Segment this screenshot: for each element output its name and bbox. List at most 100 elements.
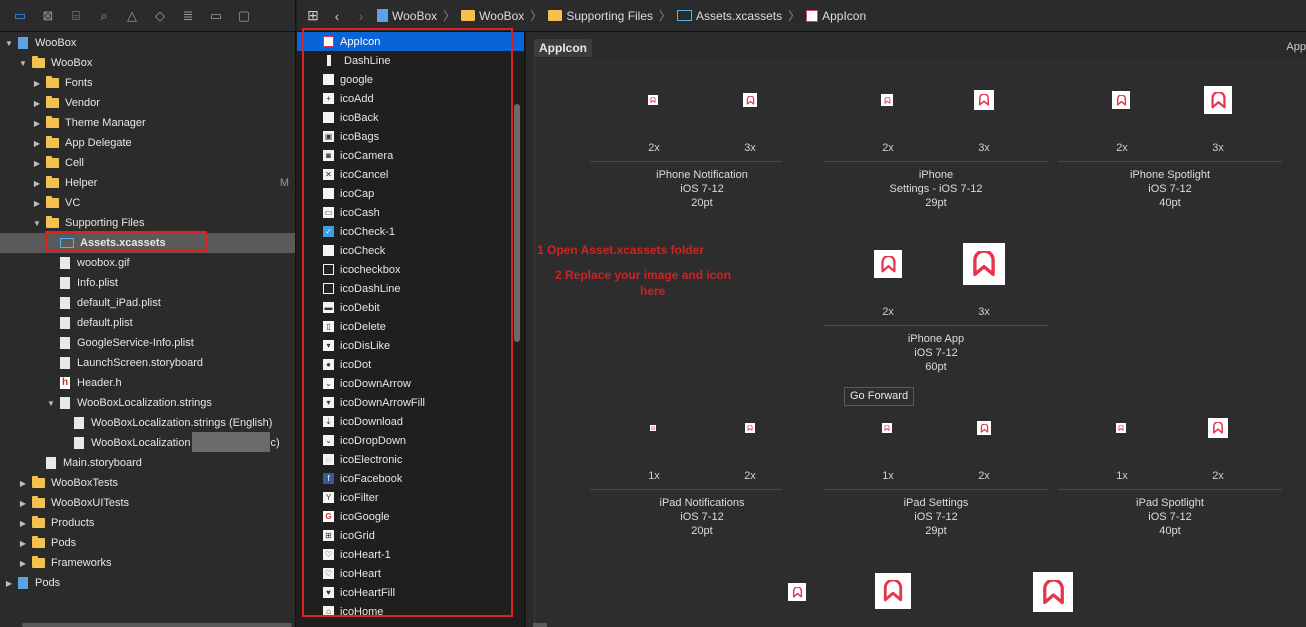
navigator-item[interactable]: ▶ Helper M [0,173,295,193]
navigator-item[interactable]: default.plist [0,313,295,333]
asset-list-scrollbar[interactable] [514,104,520,342]
navigator-item[interactable]: ▶ Vendor [0,93,295,113]
report-icon[interactable]: ▢ [237,7,251,23]
asset-list-item[interactable]: ♡ icoHeart [297,564,524,583]
asset-list-item[interactable]: ▭ icoCash [297,203,524,222]
asset-list-item[interactable]: ⌄ icoDropDown [297,431,524,450]
navigator-item[interactable]: ▶ WooBoxTests [0,473,295,493]
source-control-icon[interactable]: ⊠ [42,7,54,23]
folder-icon[interactable]: ▭ [13,7,27,23]
icon-slot[interactable] [1116,423,1126,433]
asset-list-item[interactable]: ⇣ icoDownload [297,412,524,431]
asset-list-item[interactable]: ♡ icoHeart-1 [297,545,524,564]
navigator-item[interactable]: LaunchScreen.storyboard [0,353,295,373]
icon-slot[interactable] [1208,418,1228,438]
navigator-item[interactable]: ▶ App Delegate [0,133,295,153]
forward-icon[interactable]: › [358,7,364,24]
asset-list-item[interactable]: icoBack [297,108,524,127]
asset-list-item[interactable]: ◙ icoCamera [297,146,524,165]
disclosure-open-icon[interactable]: ▼ [33,218,41,228]
icon-slot[interactable] [974,90,994,110]
asset-list-item[interactable]: ▾ icoDownArrowFill [297,393,524,412]
asset-list-item[interactable]: icoDashLine [297,279,524,298]
disclosure-closed-icon[interactable]: ▶ [33,178,41,188]
icon-slot[interactable] [977,421,991,435]
icon-slot[interactable] [875,573,911,609]
icon-slot[interactable] [1112,91,1130,109]
editor-scrollbar[interactable] [533,623,547,627]
asset-list-item[interactable]: ✕ icoCancel [297,165,524,184]
breakpoint-icon[interactable]: ▭ [209,7,223,23]
icon-slot[interactable] [788,583,806,601]
back-icon[interactable]: ‹ [334,7,340,24]
disclosure-open-icon[interactable]: ▼ [47,398,55,408]
disclosure-closed-icon[interactable]: ▶ [19,538,27,548]
navigator-item[interactable]: WooBoxLocalization c) [0,433,295,453]
asset-list-item[interactable]: ⌂ icoHome [297,602,524,621]
asset-list-item[interactable]: ▾ icoDisLike [297,336,524,355]
icon-slot[interactable] [1204,86,1232,114]
disclosure-closed-icon[interactable]: ▶ [33,158,41,168]
navigator-item[interactable]: woobox.gif [0,253,295,273]
navigator-item[interactable]: Info.plist [0,273,295,293]
navigator-item[interactable]: ▼ WooBox [0,53,295,73]
disclosure-closed-icon[interactable]: ▶ [33,78,41,88]
icon-slot[interactable] [648,95,658,105]
asset-list-item[interactable]: ◌ icoElectronic [297,450,524,469]
breadcrumb-item[interactable]: Assets.xcassets [696,8,783,23]
search-icon[interactable]: ⌕ [100,7,108,23]
asset-list-item[interactable]: ⊞ icoGrid [297,526,524,545]
asset-list-item[interactable]: google [297,70,524,89]
asset-list-item[interactable]: f icoFacebook [297,469,524,488]
hierarchy-icon[interactable]: ⌸ [72,7,80,23]
breadcrumb-item[interactable]: WooBox [392,8,438,23]
icon-slot[interactable] [1033,572,1073,612]
navigator-item[interactable]: Assets.xcassets [0,233,295,253]
navigator-item[interactable]: WooBoxLocalization.strings (English) [0,413,295,433]
asset-list-item[interactable]: + icoAdd [297,89,524,108]
disclosure-closed-icon[interactable]: ▶ [33,118,41,128]
disclosure-closed-icon[interactable]: ▶ [19,478,27,488]
icon-slot[interactable] [874,250,902,278]
disclosure-open-icon[interactable]: ▼ [5,38,13,48]
breadcrumb-item[interactable]: AppIcon [822,8,867,23]
disclosure-closed-icon[interactable]: ▶ [33,98,41,108]
asset-list-item[interactable]: DashLine [297,51,524,70]
navigator-item[interactable]: ▶ Fonts [0,73,295,93]
navigator-item[interactable]: ▶ Products [0,513,295,533]
asset-list-item[interactable]: ▣ icoBags [297,127,524,146]
disclosure-closed-icon[interactable]: ▶ [19,498,27,508]
icon-slot[interactable] [650,425,656,431]
asset-list-item[interactable]: ▬ icoDebit [297,298,524,317]
navigator-item[interactable]: GoogleService-Info.plist [0,333,295,353]
debug-icon[interactable]: ≣ [182,7,194,23]
navigator-item[interactable]: ▶ Cell [0,153,295,173]
asset-list-item[interactable]: icoCap [297,184,524,203]
navigator-item[interactable]: ▶ VC [0,193,295,213]
navigator-item[interactable]: ▶ Pods [0,573,295,593]
navigator-item[interactable]: ▶ Pods [0,533,295,553]
breadcrumb-item[interactable]: WooBox [479,8,525,23]
navigator-item[interactable]: ▼ WooBox [0,33,295,53]
navigator-item[interactable]: ▼ WooBoxLocalization.strings [0,393,295,413]
icon-slot[interactable] [745,423,755,433]
asset-list-item[interactable]: ✓ icoCheck-1 [297,222,524,241]
asset-list-item[interactable]: icoCheck [297,241,524,260]
disclosure-closed-icon[interactable]: ▶ [19,558,27,568]
navigator-item[interactable]: ▶ Theme Manager [0,113,295,133]
breadcrumb-item[interactable]: Supporting Files [566,8,654,23]
disclosure-open-icon[interactable]: ▼ [19,58,27,68]
disclosure-closed-icon[interactable]: ▶ [19,518,27,528]
icon-slot[interactable] [882,423,892,433]
disclosure-closed-icon[interactable]: ▶ [33,198,41,208]
asset-list-item[interactable]: icocheckbox [297,260,524,279]
navigator-item[interactable]: h Header.h [0,373,295,393]
navigator-item[interactable]: default_iPad.plist [0,293,295,313]
icon-slot[interactable] [963,243,1005,285]
asset-list-item[interactable]: ♥ icoHeartFill [297,583,524,602]
warning-icon[interactable]: △ [127,7,137,23]
icon-slot[interactable] [881,94,893,106]
navigator-item[interactable]: ▶ Frameworks [0,553,295,573]
